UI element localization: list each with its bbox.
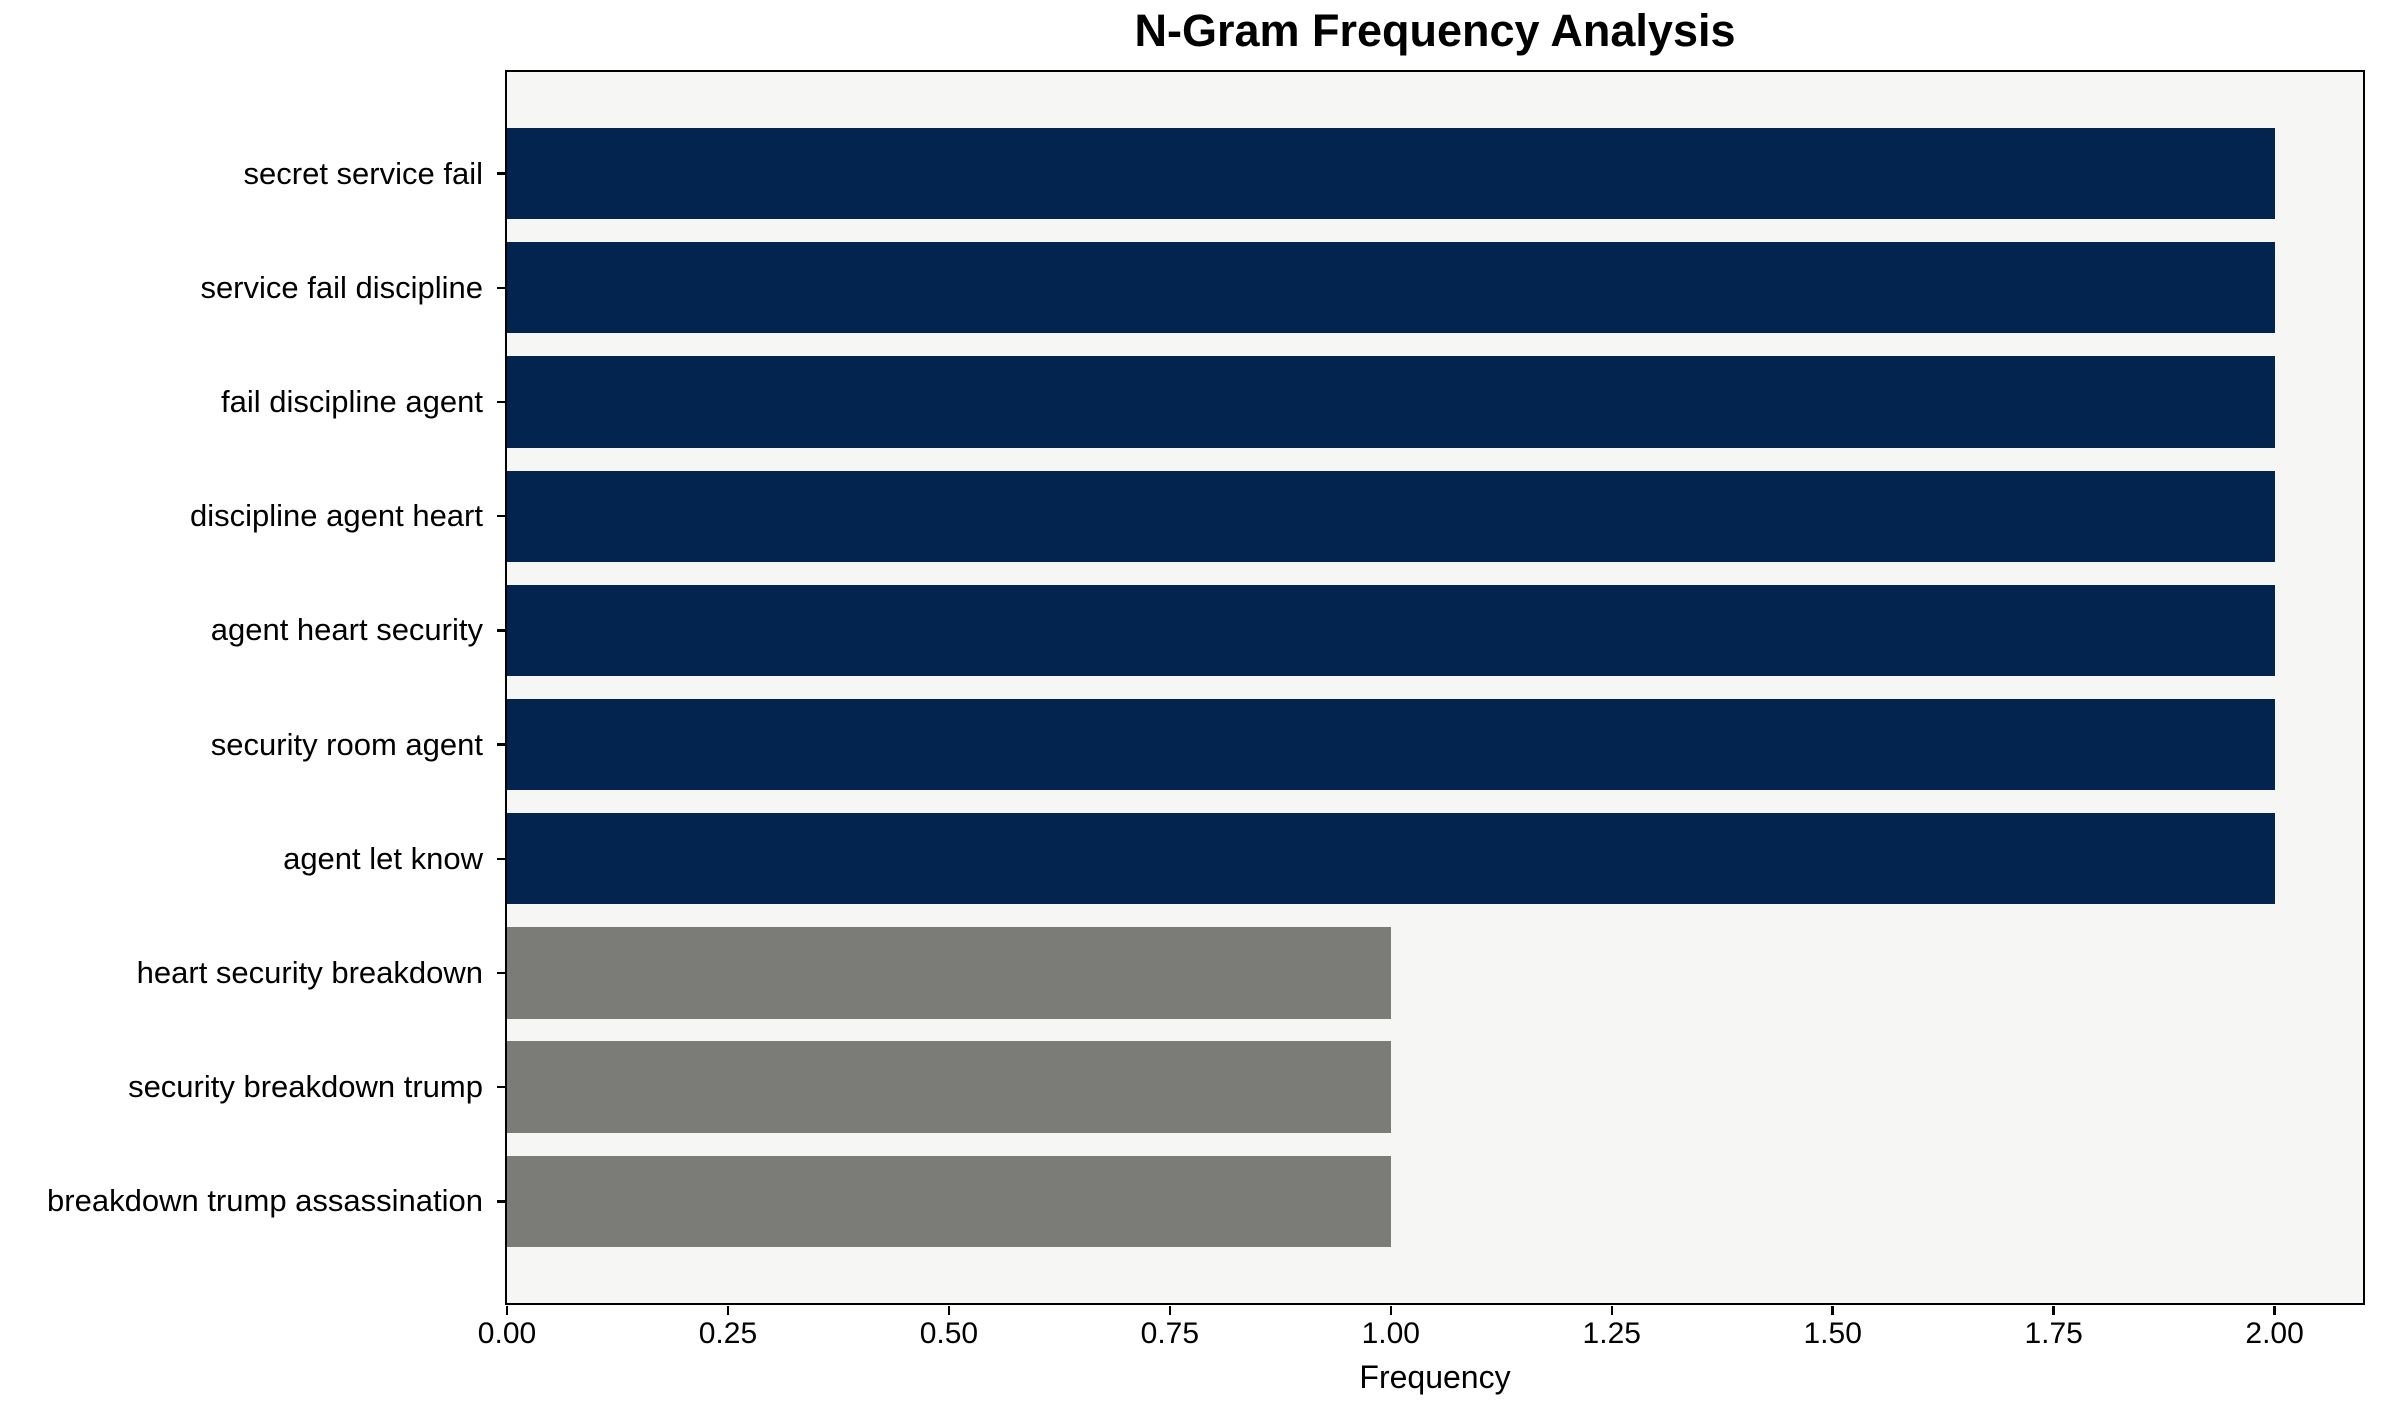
x-tick-label: 0.75 bbox=[1140, 1317, 1200, 1350]
y-tick bbox=[497, 857, 507, 861]
y-tick bbox=[497, 971, 507, 975]
x-tick-label: 0.50 bbox=[919, 1317, 979, 1350]
bar bbox=[507, 698, 2275, 791]
y-tick-label: discipline agent heart bbox=[190, 498, 483, 534]
x-tick-label: 0.25 bbox=[698, 1317, 758, 1350]
y-tick-label: agent let know bbox=[283, 840, 483, 876]
x-tick-label: 0.00 bbox=[477, 1317, 537, 1350]
x-tick bbox=[947, 1305, 951, 1315]
x-tick-label: 1.25 bbox=[1582, 1317, 1641, 1350]
chart-title: N-Gram Frequency Analysis bbox=[1134, 5, 1736, 56]
y-tick-label: heart security breakdown bbox=[136, 954, 483, 990]
x-tick bbox=[505, 1305, 509, 1315]
x-tick bbox=[726, 1305, 730, 1315]
y-tick-label: fail discipline agent bbox=[221, 384, 483, 420]
y-tick bbox=[497, 629, 507, 632]
x-tick bbox=[1610, 1305, 1613, 1315]
x-axis-label: Frequency bbox=[1359, 1359, 1511, 1395]
y-tick-label: service fail discipline bbox=[200, 269, 483, 305]
bar bbox=[507, 470, 2275, 562]
x-tick-label: 1.50 bbox=[1803, 1317, 1862, 1350]
y-tick-label: agent heart security bbox=[210, 612, 483, 648]
y-tick bbox=[497, 743, 507, 746]
bar bbox=[507, 1041, 1391, 1133]
x-tick-label: 2.00 bbox=[2245, 1317, 2304, 1350]
bar bbox=[507, 1155, 1391, 1248]
x-tick bbox=[1389, 1305, 1393, 1315]
bar bbox=[507, 813, 2275, 905]
y-tick bbox=[497, 400, 507, 404]
x-tick bbox=[1168, 1305, 1172, 1315]
plot-area bbox=[504, 69, 2365, 1305]
y-tick-label: security breakdown trump bbox=[128, 1069, 483, 1105]
bar bbox=[507, 584, 2275, 677]
y-tick bbox=[497, 1200, 507, 1203]
x-tick bbox=[1831, 1305, 1834, 1315]
bar bbox=[507, 927, 1391, 1019]
y-tick bbox=[497, 1085, 507, 1089]
bar bbox=[507, 356, 2275, 448]
y-tick-label: secret service fail bbox=[243, 155, 483, 191]
y-tick-label: breakdown trump assassination bbox=[47, 1183, 483, 1219]
y-tick bbox=[497, 172, 507, 175]
y-tick-label: security room agent bbox=[210, 726, 483, 762]
bar bbox=[507, 242, 2275, 334]
x-tick bbox=[2052, 1305, 2055, 1315]
x-tick-label: 1.75 bbox=[2024, 1317, 2083, 1350]
x-tick-label: 1.00 bbox=[1361, 1317, 1420, 1350]
y-tick bbox=[497, 286, 507, 290]
x-tick bbox=[2273, 1305, 2276, 1315]
y-tick bbox=[497, 514, 507, 518]
bar bbox=[507, 127, 2275, 220]
